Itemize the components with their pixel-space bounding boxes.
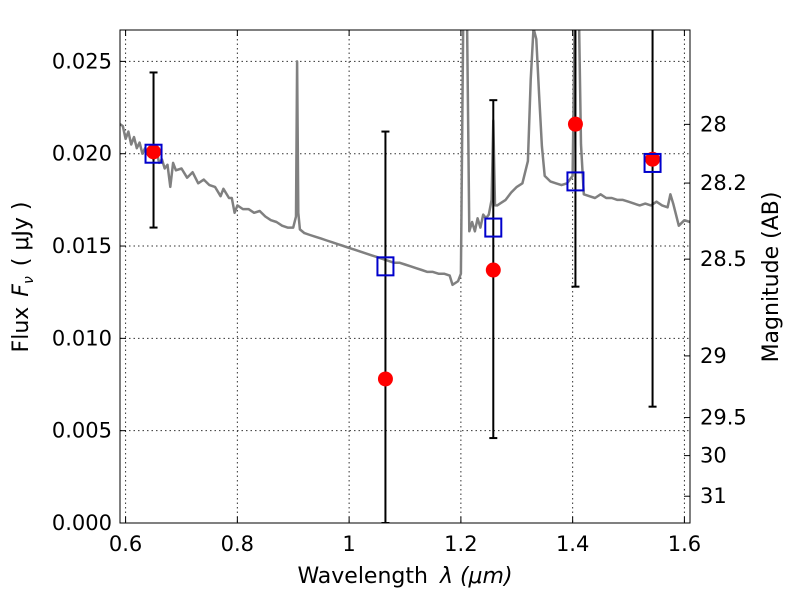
model-flux-square — [643, 152, 662, 173]
plot-area — [120, 30, 690, 523]
axes-frame — [119, 29, 691, 524]
model-flux-square — [484, 217, 503, 238]
x-tick-label: 1 — [342, 532, 355, 556]
observed-flux-point — [485, 262, 501, 278]
y2-tick-label: 30 — [700, 444, 727, 468]
y-tick-label: 0.000 — [52, 511, 112, 535]
y-axis-label-math: F — [9, 284, 34, 297]
y-tick-label: 0.005 — [52, 419, 112, 443]
y-axis-label: Flux Fν ( μJy ) — [9, 202, 37, 353]
y2-tick-label: 28.2 — [700, 171, 747, 195]
x-axis-label: Wavelength λ (μm) — [297, 564, 512, 589]
y-tick-label: 0.015 — [52, 234, 112, 258]
y-tick-label: 0.010 — [52, 326, 112, 350]
observed-flux-point — [567, 116, 583, 132]
x-axis-label-text: Wavelength — [297, 564, 428, 589]
y2-tick-label: 31 — [700, 484, 727, 508]
y-axis-label-text: Flux — [9, 307, 34, 353]
x-tick-label: 0.6 — [109, 532, 142, 556]
grid — [120, 30, 690, 524]
observed-flux-point — [146, 144, 162, 160]
y2-tick-label: 28.5 — [700, 247, 747, 271]
x-tick-label: 1.4 — [556, 532, 589, 556]
y2-axis-label: Magnitude (AB) — [759, 192, 784, 363]
y2-tick-label: 28 — [700, 112, 727, 136]
ticks: 0.6 0.8 1 1.2 1.4 1.6 0.000 0.005 0.010 0.015 0.02… — [52, 30, 747, 556]
y-tick-label: 0.020 — [52, 142, 112, 166]
x-tick-label: 0.8 — [221, 532, 254, 556]
y-axis-label-sub: ν — [21, 276, 37, 284]
x-tick-label: 1.6 — [668, 532, 701, 556]
model-flux-square — [566, 171, 585, 192]
y2-tick-label: 29.5 — [700, 406, 747, 430]
y2-tick-label: 29 — [700, 344, 727, 368]
y-axis-label-units: ( μJy ) — [9, 202, 34, 267]
observed-flux-point — [377, 371, 393, 387]
y-tick-label: 0.025 — [52, 49, 112, 73]
model-spectrum-line — [120, 30, 690, 287]
observed-flux-point — [645, 151, 661, 167]
x-axis-label-math: λ (μm) — [439, 564, 513, 589]
model-flux-square — [376, 256, 395, 277]
model-flux-square — [144, 143, 163, 164]
x-tick-label: 1.2 — [444, 532, 477, 556]
